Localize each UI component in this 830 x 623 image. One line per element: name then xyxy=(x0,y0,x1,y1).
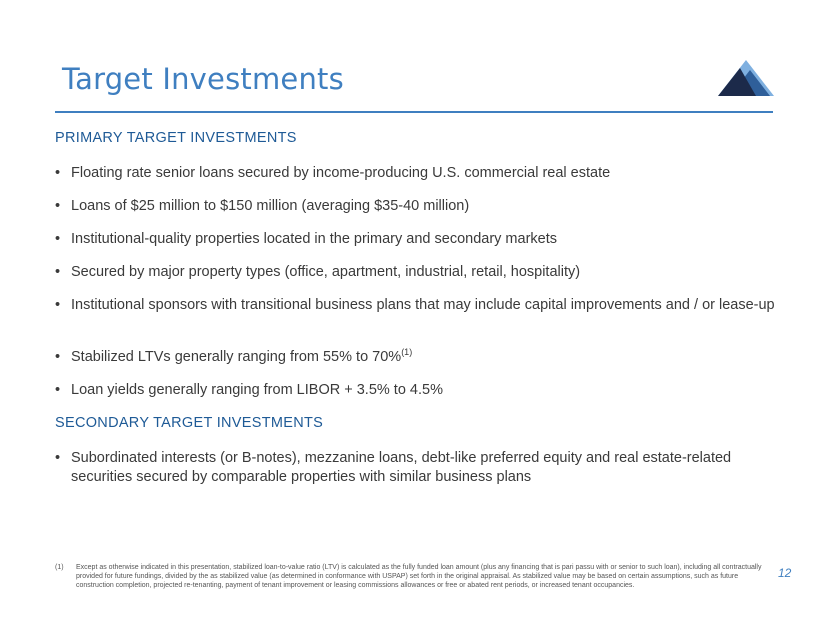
footnote-text: Except as otherwise indicated in this pr… xyxy=(76,564,762,589)
primary-bullet-5: • Institutional sponsors with transition… xyxy=(55,296,775,315)
bullet-text: Secured by major property types (office,… xyxy=(71,264,581,280)
secondary-bullet-1: • Subordinated interests (or B-notes), m… xyxy=(55,449,775,487)
mountain-logo-icon xyxy=(718,60,774,96)
title-divider xyxy=(55,111,773,113)
bullet-marker: • xyxy=(55,297,61,313)
bullet-text: Institutional sponsors with transitional… xyxy=(71,297,775,313)
primary-bullet-4: • Secured by major property types (offic… xyxy=(55,263,775,282)
bullet-text: Institutional-quality properties located… xyxy=(71,231,557,247)
bullet-marker: • xyxy=(55,231,61,247)
secondary-heading: SECONDARY TARGET INVESTMENTS xyxy=(55,415,324,431)
bullet-text: Stabilized LTVs generally ranging from 5… xyxy=(71,348,775,367)
bullet-marker: • xyxy=(55,165,61,181)
bullet-text-main: Stabilized LTVs generally ranging from 5… xyxy=(71,349,402,365)
primary-bullet-2: • Loans of $25 million to $150 million (… xyxy=(55,197,775,216)
bullet-text: Loans of $25 million to $150 million (av… xyxy=(71,198,470,214)
page-title: Target Investments xyxy=(62,62,344,96)
footnote-marker: (1) xyxy=(55,564,64,571)
bullet-marker: • xyxy=(55,264,61,280)
bullet-text: Floating rate senior loans secured by in… xyxy=(71,165,611,181)
bullet-text: Subordinated interests (or B-notes), mez… xyxy=(71,450,732,485)
logo-front-peak xyxy=(718,68,756,96)
bullet-marker: • xyxy=(55,382,61,398)
primary-heading: PRIMARY TARGET INVESTMENTS xyxy=(55,130,297,146)
primary-bullet-1: • Floating rate senior loans secured by … xyxy=(55,164,775,183)
bullet-marker: • xyxy=(55,450,61,466)
primary-bullet-7: • Loan yields generally ranging from LIB… xyxy=(55,381,775,400)
bullet-marker: • xyxy=(55,198,61,214)
page-number: 12 xyxy=(778,566,792,580)
bullet-marker: • xyxy=(55,349,61,365)
bullet-text: Loan yields generally ranging from LIBOR… xyxy=(71,382,443,398)
footnote: (1) Except as otherwise indicated in thi… xyxy=(55,563,767,590)
primary-bullet-3: • Institutional-quality properties locat… xyxy=(55,230,775,249)
footnote-reference: (1) xyxy=(401,347,413,357)
primary-bullet-6: • Stabilized LTVs generally ranging from… xyxy=(55,348,775,367)
